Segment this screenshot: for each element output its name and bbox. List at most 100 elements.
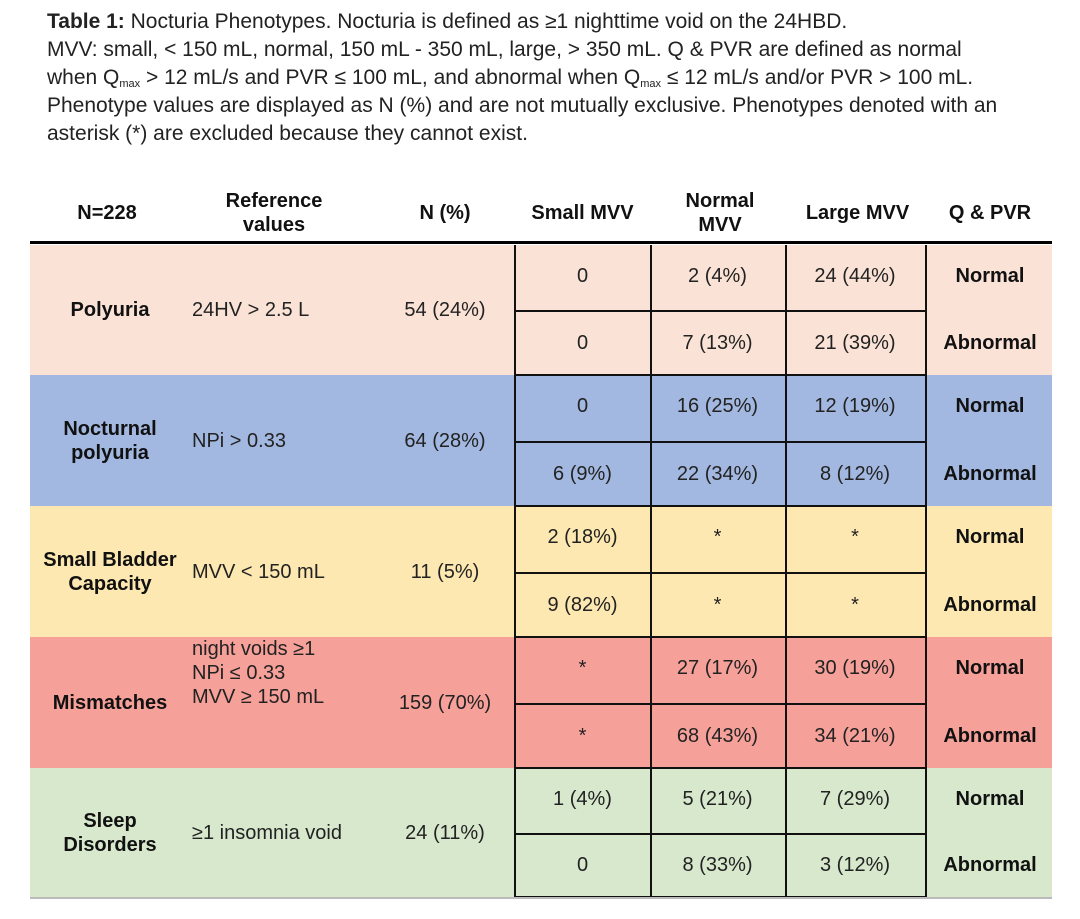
cell-small-mvv: 1 (4%) xyxy=(553,787,612,810)
grid-line-vertical xyxy=(514,506,516,637)
header-n: N=228 xyxy=(77,202,137,224)
header-large-mvv: Large MVV xyxy=(805,202,910,224)
cell-large-mvv: 12 (19%) xyxy=(814,395,896,417)
caption-text: Nocturia Phenotypes. Nocturia is defined… xyxy=(124,10,848,33)
cell-normal-mvv: 22 (34%) xyxy=(676,462,759,485)
cell-small-mvv: * xyxy=(578,657,587,679)
row-label-polyuria: Polyuria xyxy=(70,299,150,321)
row-n-percent: 64 (28%) xyxy=(404,429,486,452)
cell-q-pvr-normal: Normal xyxy=(955,395,1025,417)
reference-line: NPi ≤ 0.33 xyxy=(192,662,286,684)
grid-line-vertical xyxy=(514,637,516,768)
grid-line-vertical xyxy=(650,375,652,506)
grid-line-band-top xyxy=(514,767,927,769)
row-band-nocturnal-polyuria xyxy=(30,375,1052,506)
row-reference: NPi > 0.33 xyxy=(192,429,286,452)
cell-normal-mvv: * xyxy=(713,593,722,616)
grid-line-vertical xyxy=(514,375,516,506)
cell-normal-mvv: 8 (33%) xyxy=(682,854,753,876)
grid-line-horizontal xyxy=(514,833,927,835)
cell-small-mvv: 0 xyxy=(576,264,589,287)
grid-line-vertical xyxy=(650,768,652,897)
grid-line-horizontal xyxy=(514,441,927,443)
cell-small-mvv: 0 xyxy=(576,395,589,417)
cell-q-pvr-normal: Normal xyxy=(955,526,1025,548)
row-reference: 24HV > 2.5 L xyxy=(192,299,310,321)
cell-small-mvv: 9 (82%) xyxy=(547,593,618,616)
caption-text: ≤ 12 mL/s and/or PVR > 100 mL. xyxy=(661,66,974,89)
reference-line: night voids ≥1 xyxy=(192,638,316,660)
cell-normal-mvv: 5 (21%) xyxy=(682,787,753,810)
row-reference: ≥1 insomnia void xyxy=(192,821,342,844)
cell-q-pvr-abnormal: Abnormal xyxy=(943,462,1037,485)
cell-small-mvv: 6 (9%) xyxy=(553,462,612,485)
row-n-percent: 11 (5%) xyxy=(410,560,480,583)
grid-line-horizontal xyxy=(514,310,927,312)
cell-small-mvv: 0 xyxy=(576,331,589,354)
table-caption: Table 1: Nocturia Phenotypes. Nocturia i… xyxy=(47,8,1057,148)
caption-line-1: Table 1: Nocturia Phenotypes. Nocturia i… xyxy=(47,8,1057,36)
cell-q-pvr-abnormal: Abnormal xyxy=(943,593,1037,616)
row-band-small-bladder-capacity xyxy=(30,506,1052,637)
caption-text: > 12 mL/s and PVR ≤ 100 mL, and abnormal… xyxy=(140,66,641,89)
row-reference: night voids ≥1 NPi ≤ 0.33 MVV ≥ 150 mL xyxy=(192,637,382,768)
cell-q-pvr-normal: Normal xyxy=(955,657,1025,679)
cell-large-mvv: 21 (39%) xyxy=(814,331,896,354)
cell-q-pvr-abnormal: Abnormal xyxy=(943,854,1037,876)
cell-small-mvv: * xyxy=(578,724,587,747)
grid-line-vertical xyxy=(925,768,927,897)
subscript-max: max xyxy=(640,78,661,90)
grid-line-vertical xyxy=(925,506,927,637)
cell-normal-mvv: 16 (25%) xyxy=(676,395,759,417)
cell-large-mvv: * xyxy=(851,593,859,616)
cell-normal-mvv: 68 (43%) xyxy=(676,724,759,747)
row-band-sleep-disorders xyxy=(30,768,1052,897)
row-band-mismatches xyxy=(30,637,1052,768)
cell-small-mvv: 2 (18%) xyxy=(547,526,618,548)
grid-line-vertical xyxy=(650,637,652,768)
grid-line-horizontal xyxy=(514,572,927,574)
grid-line-vertical xyxy=(925,637,927,768)
cell-large-mvv: 30 (19%) xyxy=(814,657,896,679)
cell-large-mvv: 34 (21%) xyxy=(814,724,896,747)
cell-normal-mvv: 7 (13%) xyxy=(682,331,753,354)
row-label-mismatches: Mismatches xyxy=(52,691,168,714)
caption-line-5: asterisk (*) are excluded because they c… xyxy=(47,122,528,145)
header-reference-values: Reference values xyxy=(225,190,323,236)
grid-line-band-top xyxy=(514,636,927,638)
cell-normal-mvv: 2 (4%) xyxy=(688,264,747,287)
header-small-mvv: Small MVV xyxy=(531,202,634,224)
cell-large-mvv: 8 (12%) xyxy=(819,462,891,485)
caption-bold: Table 1: xyxy=(47,10,125,33)
row-label-sleep-disorders: Sleep Disorders xyxy=(63,809,157,856)
grid-line-vertical xyxy=(925,375,927,506)
cell-q-pvr-abnormal: Abnormal xyxy=(943,331,1037,354)
grid-line-horizontal xyxy=(514,703,927,705)
grid-line-vertical xyxy=(785,637,787,768)
row-n-percent: 159 (70%) xyxy=(398,691,492,714)
header-divider xyxy=(30,241,1052,244)
grid-line-vertical xyxy=(650,506,652,637)
grid-line-vertical xyxy=(785,768,787,897)
grid-line-band-top xyxy=(514,505,927,507)
caption-line-3: when Qmax > 12 mL/s and PVR ≤ 100 mL, an… xyxy=(47,64,1057,92)
grid-line-vertical xyxy=(785,506,787,637)
header-q-pvr: Q & PVR xyxy=(948,202,1032,224)
caption-line-4: Phenotype values are displayed as N (%) … xyxy=(47,94,998,117)
cell-normal-mvv: 27 (17%) xyxy=(676,657,759,679)
cell-small-mvv: 0 xyxy=(576,854,589,876)
grid-line-band-top xyxy=(514,374,927,376)
row-n-percent: 54 (24%) xyxy=(404,299,486,321)
grid-line-vertical xyxy=(514,768,516,897)
cell-q-pvr-normal: Normal xyxy=(955,787,1025,810)
header-normal-mvv: Normal MVV xyxy=(685,190,755,236)
table-bottom-divider xyxy=(30,897,1052,899)
header-n-percent: N (%) xyxy=(419,202,471,224)
reference-line: MVV ≥ 150 mL xyxy=(192,686,325,708)
cell-q-pvr-abnormal: Abnormal xyxy=(943,724,1037,747)
cell-normal-mvv: * xyxy=(713,526,722,548)
cell-large-mvv: 7 (29%) xyxy=(819,787,891,810)
row-reference: MVV < 150 mL xyxy=(192,560,325,583)
caption-text: when Q xyxy=(47,66,120,89)
subscript-max: max xyxy=(119,78,141,90)
